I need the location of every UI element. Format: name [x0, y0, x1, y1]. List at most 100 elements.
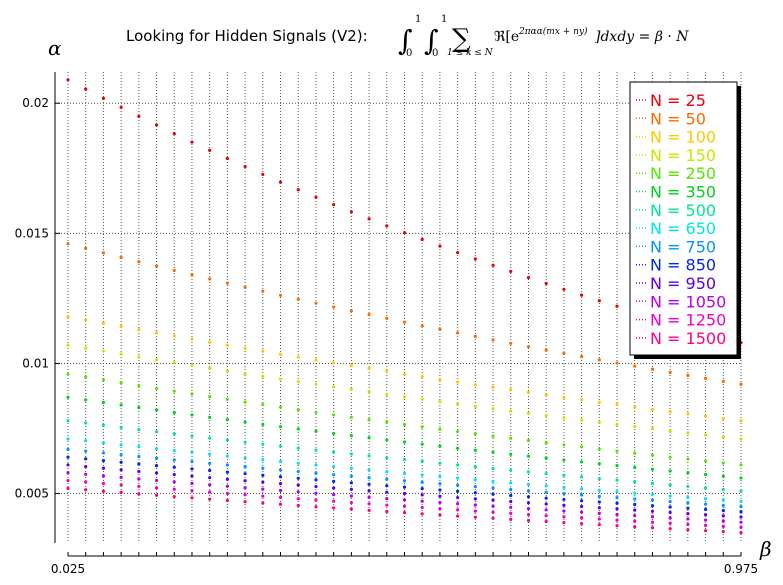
- data-point: [296, 380, 300, 384]
- data-point: [438, 377, 442, 381]
- data-point: [154, 123, 159, 127]
- data-point: [101, 474, 106, 478]
- data-point: [172, 458, 176, 462]
- data-point: [172, 494, 176, 499]
- data-point: [154, 386, 159, 390]
- data-point: [261, 501, 265, 505]
- data-point: [456, 331, 460, 335]
- data-point: [739, 489, 743, 493]
- data-point: [137, 462, 141, 466]
- data-point: [526, 501, 531, 505]
- data-point: [597, 447, 601, 451]
- data-point: [385, 484, 389, 488]
- data-point: [597, 523, 601, 527]
- data-point: [491, 492, 495, 496]
- data-point: [721, 461, 725, 465]
- data-point: [261, 374, 265, 379]
- data-point: [66, 315, 70, 319]
- data-point: [208, 366, 212, 370]
- data-point: [225, 470, 229, 474]
- data-point: [349, 466, 353, 470]
- data-point: [296, 461, 300, 465]
- data-point: [562, 515, 566, 519]
- data-point: [349, 474, 353, 478]
- data-point: [438, 488, 442, 492]
- data-point: [491, 434, 495, 438]
- data-point: [580, 354, 584, 359]
- data-point: [208, 452, 212, 456]
- data-point: [402, 479, 407, 483]
- data-point: [101, 489, 106, 493]
- data-point: [615, 464, 619, 468]
- data-point: [332, 361, 336, 365]
- data-point: [633, 514, 637, 518]
- data-point: [314, 463, 318, 467]
- data-point: [367, 468, 371, 472]
- data-point: [332, 479, 336, 483]
- data-point: [739, 515, 743, 519]
- data-point: [154, 430, 159, 434]
- data-point: [208, 483, 212, 487]
- data-point: [243, 285, 247, 289]
- data-point: [225, 484, 229, 488]
- data-point: [721, 519, 725, 523]
- data-point: [686, 495, 690, 499]
- data-point: [332, 465, 336, 469]
- data-point: [314, 448, 318, 452]
- data-point: [668, 455, 672, 459]
- data-point: [473, 432, 477, 436]
- data-point: [84, 398, 88, 402]
- data-point: [686, 484, 690, 489]
- legend-label: N = 250: [650, 164, 716, 183]
- data-point: [84, 457, 88, 461]
- data-point: [597, 299, 601, 303]
- data-point: [509, 341, 513, 345]
- data-point: [367, 476, 371, 480]
- data-point: [137, 114, 141, 118]
- data-point: [668, 410, 672, 414]
- svg-text:0: 0: [406, 48, 412, 59]
- data-point: [526, 470, 531, 474]
- data-point: [225, 498, 229, 503]
- data-point: [686, 506, 690, 510]
- data-point: [101, 466, 106, 470]
- data-point: [172, 334, 176, 338]
- data-point: [420, 512, 424, 516]
- data-point: [615, 422, 619, 427]
- data-point: [208, 461, 212, 465]
- data-point: [420, 237, 424, 242]
- data-point: [101, 458, 106, 463]
- data-point: [314, 498, 318, 502]
- data-point: [668, 494, 672, 498]
- data-point: [438, 444, 442, 448]
- data-point: [261, 466, 265, 470]
- data-point: [650, 427, 655, 431]
- data-point: [278, 502, 283, 506]
- data-point: [402, 422, 407, 427]
- data-point: [686, 471, 690, 475]
- data-point: [367, 495, 371, 499]
- data-point: [509, 505, 513, 510]
- data-point: [456, 250, 460, 255]
- data-point: [119, 105, 123, 110]
- data-point: [456, 495, 460, 500]
- data-point: [208, 476, 212, 480]
- data-point: [739, 504, 743, 509]
- data-point: [278, 377, 283, 381]
- data-point: [225, 418, 229, 422]
- data-point: [172, 268, 176, 273]
- data-point: [562, 520, 566, 525]
- series-group: [66, 437, 743, 503]
- data-point: [385, 438, 389, 442]
- legend-label: N = 950: [650, 274, 716, 293]
- data-point: [225, 454, 229, 458]
- data-point: [349, 500, 353, 505]
- legend-box: [629, 81, 738, 356]
- data-point: [703, 518, 708, 522]
- data-point: [420, 324, 424, 328]
- data-point: [349, 452, 353, 456]
- data-point: [402, 440, 407, 444]
- data-point: [332, 385, 336, 389]
- data-point: [349, 309, 353, 313]
- data-point: [509, 436, 513, 440]
